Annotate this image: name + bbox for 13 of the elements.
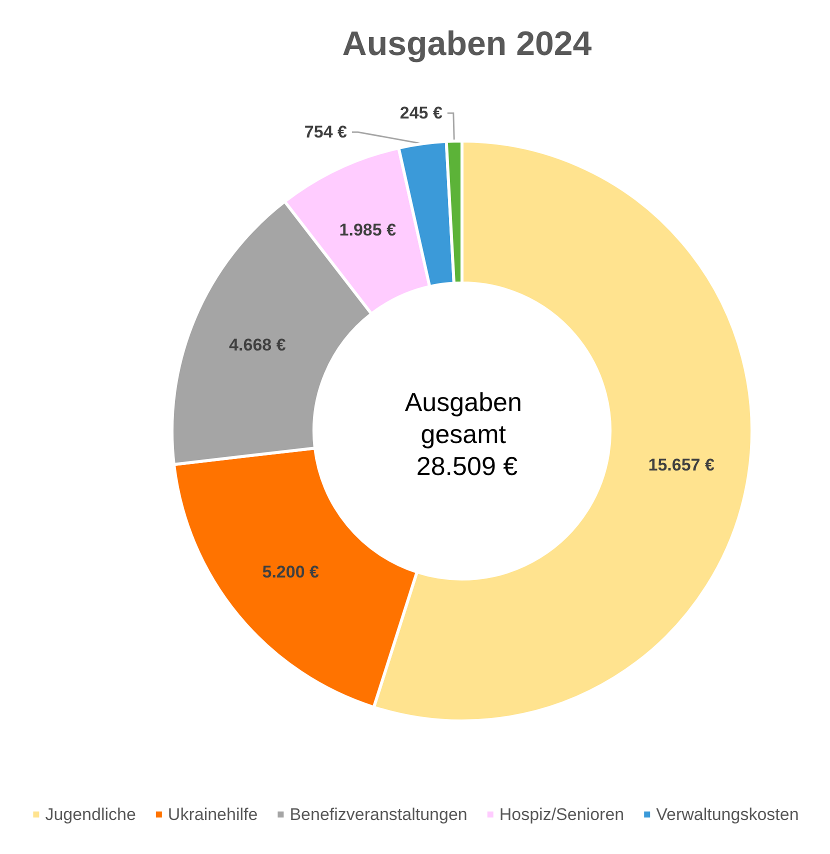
data-label: 1.985 € [339,220,397,240]
data-label: 754 € [304,122,348,142]
legend-label: Benefizveranstaltungen [290,805,468,824]
legend-label: Jugendliche [45,805,136,824]
chart-title: Ausgaben 2024 [342,25,592,63]
data-label: 15.657 € [648,456,715,475]
data-label: 4.668 € [229,335,286,354]
data-label: 5.200 € [262,562,320,582]
legend-label: Verwaltungskosten [656,805,799,824]
legend-label: Ukrainehilfe [168,805,258,824]
text: Ausgaben gesamt 28.509 € [404,387,530,481]
data-label: 245 € [400,104,443,123]
legend-label: Hospiz/Senioren [499,805,624,824]
